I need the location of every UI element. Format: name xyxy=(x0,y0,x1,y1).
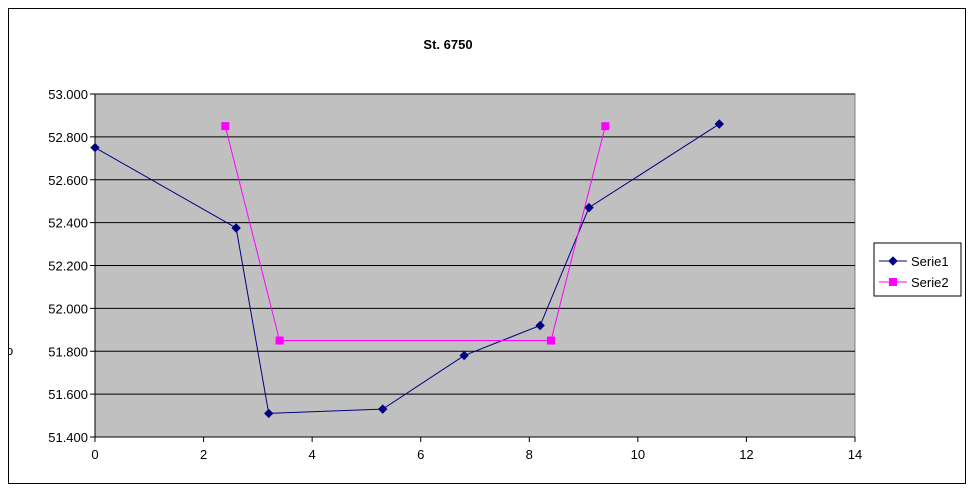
data-point xyxy=(547,336,555,345)
y-tick-label: 52.200 xyxy=(48,259,88,274)
y-tick-label: 51.400 xyxy=(48,430,88,445)
x-tick-label: 6 xyxy=(417,447,424,462)
y-tick-label: 52.000 xyxy=(48,301,88,316)
data-point xyxy=(275,336,284,345)
y-tick-label: 52.600 xyxy=(48,173,88,188)
legend-items: Serie1 Serie2 xyxy=(879,254,949,290)
legend-marker xyxy=(889,278,897,286)
y-axis-title-glyph: o xyxy=(9,343,13,358)
legend-marker xyxy=(888,256,898,266)
axes-layer: 51.400 51.600 51.800 52.000 52.200 52.400 52.6… xyxy=(48,87,862,462)
y-tick-label: 53.000 xyxy=(48,87,88,102)
data-point xyxy=(264,408,274,419)
legend-label: Serie1 xyxy=(911,254,949,269)
x-tick-label: 4 xyxy=(309,447,316,462)
data-point xyxy=(714,119,724,129)
data-point xyxy=(584,202,594,213)
series-line xyxy=(224,126,606,342)
series-line xyxy=(94,123,720,414)
x-tick-label: 8 xyxy=(526,447,533,462)
data-point xyxy=(535,320,545,331)
x-tick-label: 14 xyxy=(848,447,862,462)
series-layer xyxy=(90,119,724,419)
data-point xyxy=(459,350,469,361)
data-point xyxy=(90,142,100,153)
legend: Serie1 Serie2 xyxy=(873,242,962,297)
y-tick-label: 51.800 xyxy=(48,344,88,359)
x-tick-label: 0 xyxy=(91,447,98,462)
x-tick-label: 2 xyxy=(200,447,207,462)
chart-svg: St. 6750 51.40051.60051.80052.00052.2005… xyxy=(9,37,962,462)
chart-title: St. 6750 xyxy=(423,37,472,52)
data-point xyxy=(231,223,241,233)
legend-label: Serie2 xyxy=(911,275,949,290)
y-tick-label: 52.800 xyxy=(48,130,88,145)
y-tick-label: 52.400 xyxy=(48,216,88,231)
data-point xyxy=(378,404,388,414)
x-tick-label: 12 xyxy=(739,447,753,462)
y-tick-label: 51.600 xyxy=(48,387,88,402)
chart-area: St. 6750 51.400 51.600 51.800 52.000 52.200 5… xyxy=(8,8,966,484)
x-tick-label: 10 xyxy=(631,447,645,462)
data-point xyxy=(221,122,230,131)
grid-layer xyxy=(95,93,855,395)
data-point xyxy=(601,122,610,131)
series-serie1 xyxy=(90,119,724,419)
series-serie2 xyxy=(221,122,610,345)
legend-box xyxy=(873,242,962,297)
